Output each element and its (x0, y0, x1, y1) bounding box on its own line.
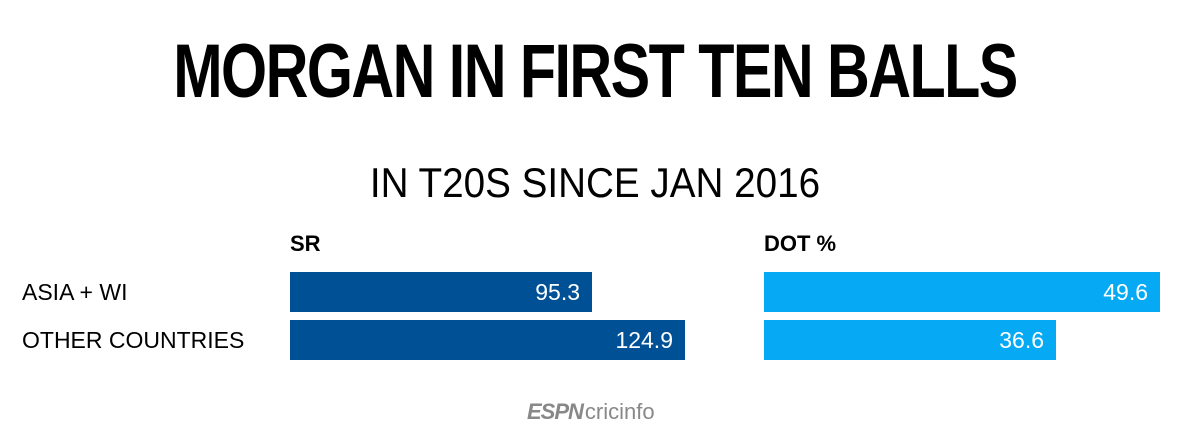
chart-subtitle: IN T20S SINCE JAN 2016 (369, 159, 821, 206)
chart-title: MORGAN IN FIRST TEN BALLS (173, 29, 1018, 114)
sr-value-other-countries: 124.9 (615, 327, 673, 353)
dot-bar-other-countries: 36.6 (764, 320, 1056, 360)
dot-column-header: DOT % (764, 231, 837, 256)
cricinfo-wordmark: cricinfo (584, 399, 655, 424)
dot-bar-asia-wi: 49.6 (764, 272, 1160, 312)
espn-wordmark: ESPN (527, 399, 584, 424)
row-label-other-countries: OTHER COUNTRIES (22, 327, 245, 353)
espncricinfo-logo: ESPNcricinfo (527, 398, 655, 426)
dot-value-other-countries: 36.6 (999, 327, 1044, 353)
sr-column-header: SR (290, 231, 321, 256)
sr-bar-other-countries: 124.9 (290, 320, 685, 360)
sr-value-asia-wi: 95.3 (535, 279, 580, 305)
sr-bar-asia-wi: 95.3 (290, 272, 592, 312)
dot-value-asia-wi: 49.6 (1103, 279, 1148, 305)
row-label-asia-wi: ASIA + WI (22, 279, 128, 305)
